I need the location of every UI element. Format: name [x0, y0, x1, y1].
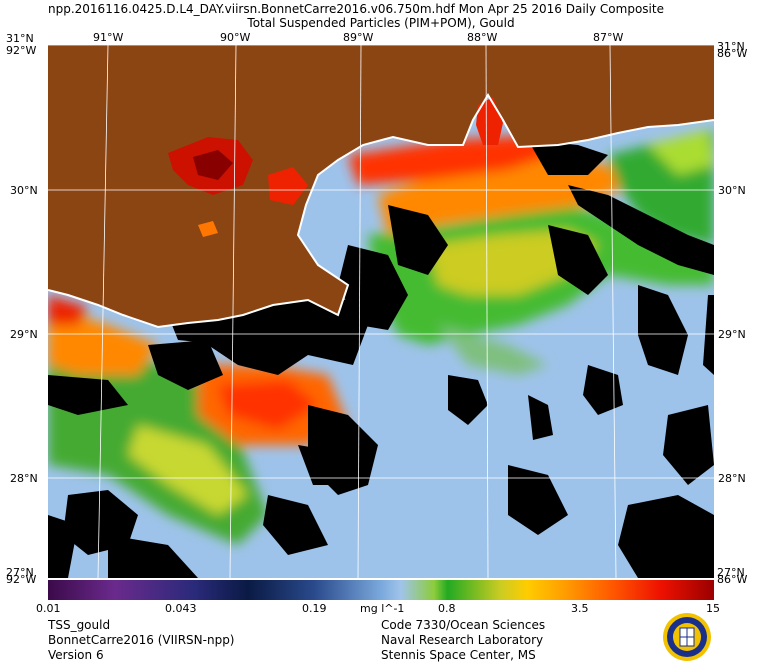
- lat-label-bottom-left: 27°N: [6, 566, 34, 579]
- lat-label-top-right: 31°N: [717, 40, 745, 53]
- colorbar-tick-0: 0.01: [36, 602, 61, 615]
- lat-label-30n-right: 30°N: [718, 184, 746, 197]
- colorbar-tick-5: 15: [706, 602, 720, 615]
- footer-code: Code 7330/Ocean Sciences: [381, 618, 546, 632]
- cloud-mask: [48, 140, 714, 578]
- colorbar-tick-3: 0.8: [438, 602, 456, 615]
- lon-label-88w: 88°W: [467, 31, 498, 44]
- footer-right: Code 7330/Ocean Sciences Naval Research …: [381, 618, 545, 663]
- nrl-seal-icon: [663, 613, 711, 661]
- footer-version: Version 6: [48, 648, 104, 662]
- lon-label-87w: 87°W: [593, 31, 624, 44]
- colorbar-tick-4: 3.5: [571, 602, 589, 615]
- lon-label-bottom-left: 92°W: [6, 573, 37, 586]
- map-title: npp.2016116.0425.D.L4_DAY.viirsn.BonnetC…: [48, 2, 664, 16]
- lat-label-bottom-right: 27°N: [717, 566, 745, 579]
- lon-label-90w: 90°W: [220, 31, 251, 44]
- lon-label-89w: 89°W: [343, 31, 374, 44]
- graticule: [48, 45, 714, 578]
- lon-label-top-left: 92°W: [6, 44, 37, 57]
- footer-left: TSS_gould BonnetCarre2016 (VIIRSN-npp) V…: [48, 618, 235, 663]
- lat-label-29n-left: 29°N: [10, 328, 38, 341]
- footer-product: TSS_gould: [48, 618, 111, 632]
- colorbar-tick-1: 0.043: [165, 602, 197, 615]
- colorbar-tick-2: 0.19: [302, 602, 327, 615]
- lat-label-top-left: 31°N: [6, 32, 34, 45]
- lat-label-28n-right: 28°N: [718, 472, 746, 485]
- lon-label-bottom-right: 86°W: [717, 573, 748, 586]
- footer-dataset: BonnetCarre2016 (VIIRSN-npp): [48, 633, 235, 647]
- lon-label-91w: 91°W: [93, 31, 124, 44]
- land: [48, 45, 714, 327]
- colorbar: [48, 580, 714, 600]
- coastline: [48, 93, 714, 329]
- map-canvas: [48, 45, 714, 578]
- map-subtitle: Total Suspended Particles (PIM+POM), Gou…: [247, 16, 515, 30]
- lakes: [168, 97, 503, 237]
- footer-lab: Naval Research Laboratory: [381, 633, 544, 647]
- lat-label-30n-left: 30°N: [10, 184, 38, 197]
- footer-location: Stennis Space Center, MS: [381, 648, 536, 662]
- colorbar-units: mg l^-1: [360, 602, 405, 615]
- lat-label-29n-right: 29°N: [718, 328, 746, 341]
- lat-label-28n-left: 28°N: [10, 472, 38, 485]
- lon-label-top-right: 86°W: [717, 47, 748, 60]
- satellite-map[interactable]: [48, 45, 714, 578]
